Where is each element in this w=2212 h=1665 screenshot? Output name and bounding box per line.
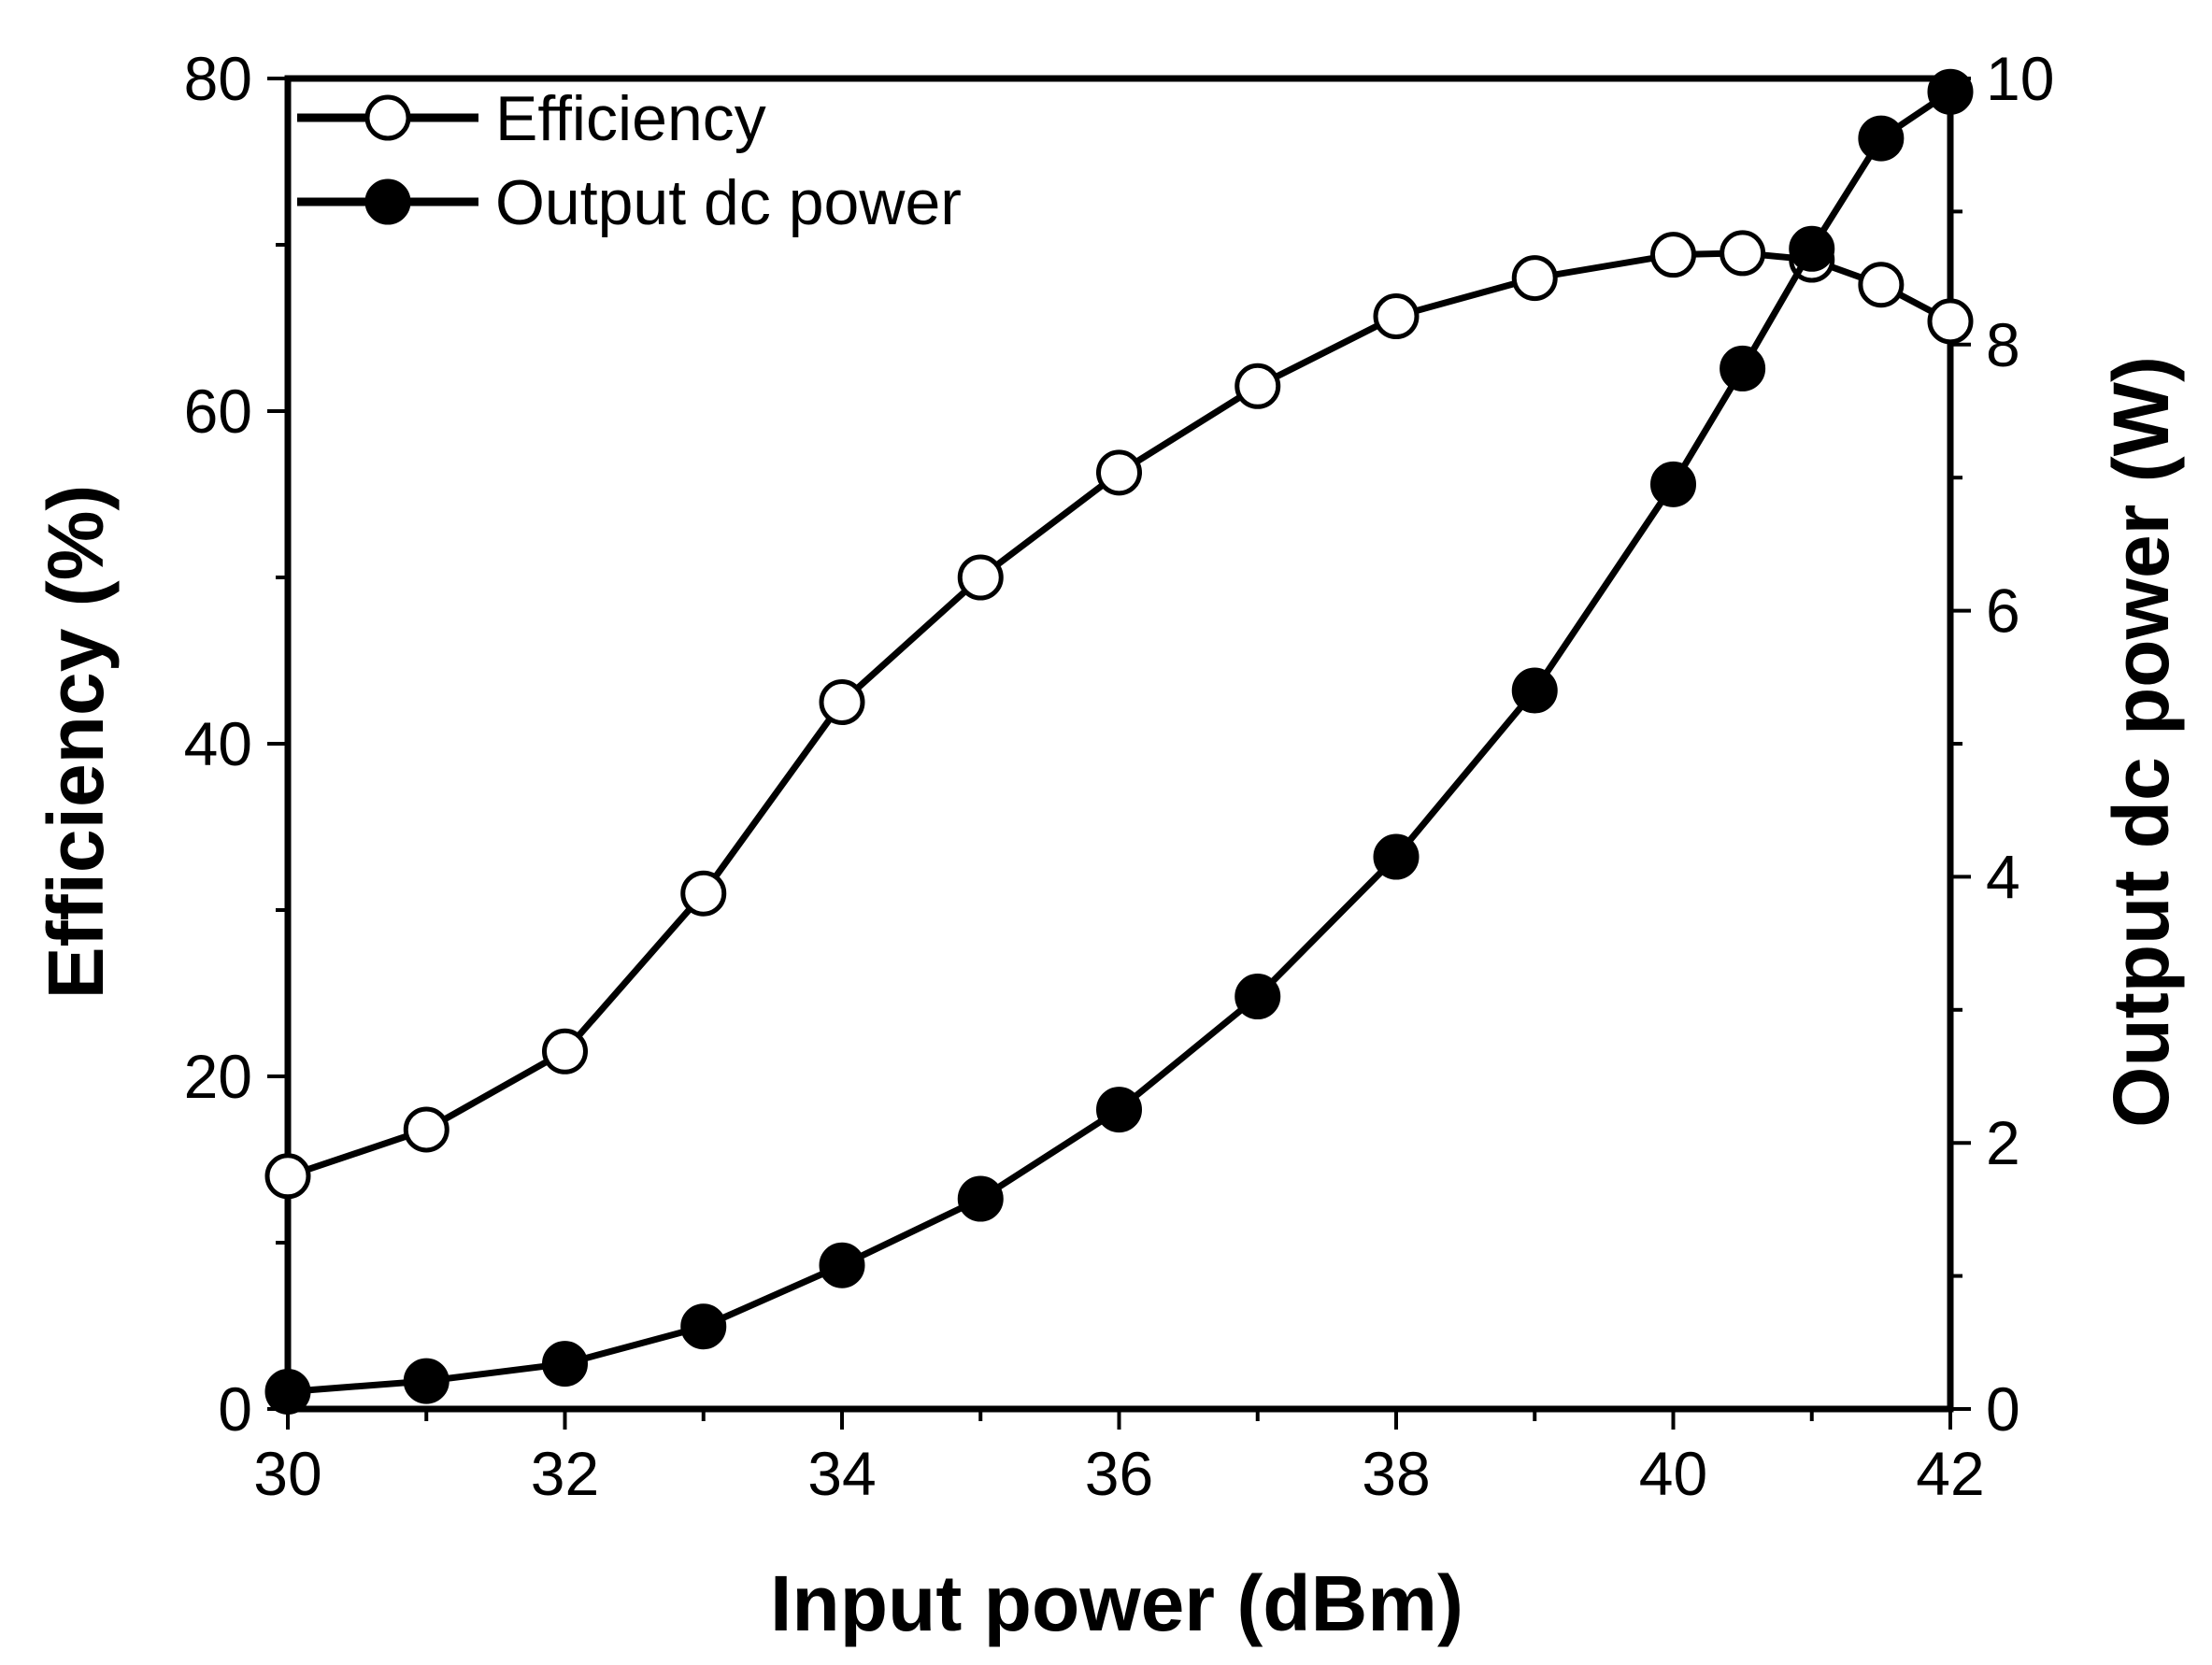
- data-point: [264, 1153, 311, 1200]
- data-point: [680, 1303, 727, 1350]
- data-point: [1650, 232, 1696, 278]
- data-point: [1096, 1087, 1142, 1133]
- plot-frame: [284, 75, 1954, 1413]
- x-tick-label: 42: [1916, 1439, 1984, 1508]
- data-point: [1373, 293, 1420, 340]
- y-left-tick-label: 20: [184, 1042, 252, 1111]
- data-point: [1234, 974, 1281, 1020]
- data-point: [680, 870, 727, 917]
- series-layer: [264, 68, 1974, 1415]
- data-point: [1650, 461, 1696, 507]
- data-point: [1927, 68, 1974, 115]
- data-point: [264, 1368, 311, 1415]
- x-tick-label: 32: [531, 1439, 599, 1508]
- data-point: [819, 1242, 865, 1288]
- data-point: [1373, 833, 1420, 880]
- x-axis-title: Input power (dBm): [770, 1559, 1463, 1647]
- y-left-tick-label: 80: [184, 44, 252, 113]
- legend: Efficiency Output dc power: [297, 83, 962, 238]
- series-efficiency: [264, 230, 1974, 1200]
- data-point: [403, 1358, 450, 1404]
- x-tick-label: 40: [1639, 1439, 1707, 1508]
- data-point: [819, 679, 865, 725]
- series-output-dc-power: [264, 68, 1974, 1415]
- x-tick-label: 30: [253, 1439, 321, 1508]
- data-point: [1720, 345, 1766, 391]
- legend-marker-output-dc-power: [364, 178, 411, 225]
- series-line: [286, 249, 1952, 1180]
- y-right-axis-title: Output dc power (W): [2097, 356, 2185, 1128]
- data-point: [1927, 298, 1974, 345]
- data-point: [1511, 667, 1558, 714]
- y-right-tick-label: 4: [1986, 842, 2020, 911]
- data-point: [1096, 449, 1142, 496]
- series-line: [287, 89, 1952, 1395]
- data-point: [1858, 262, 1905, 308]
- x-tick-label: 36: [1085, 1439, 1153, 1508]
- data-point: [542, 1341, 588, 1388]
- data-point: [403, 1106, 450, 1153]
- y-left-tick-label: 60: [184, 377, 252, 446]
- legend-label-output-dc-power: Output dc power: [495, 167, 962, 238]
- data-point: [1858, 115, 1905, 162]
- y-left-axis-title: Efficiency (%): [32, 485, 120, 1000]
- data-point: [1789, 225, 1835, 272]
- plot-border: [284, 75, 1954, 1413]
- legend-marker-efficiency: [364, 94, 411, 141]
- y-right-tick-label: 2: [1986, 1108, 2020, 1177]
- x-tick-label: 38: [1362, 1439, 1430, 1508]
- y-left-tick-label: 40: [184, 709, 252, 778]
- y-right-tick-label: 10: [1986, 44, 2054, 113]
- data-point: [1234, 363, 1281, 409]
- y-right-tick-label: 8: [1986, 310, 2020, 379]
- data-point: [957, 554, 1004, 601]
- x-tick-label: 34: [807, 1439, 876, 1508]
- data-point: [542, 1028, 588, 1074]
- data-point: [1511, 255, 1558, 302]
- data-point: [1720, 230, 1766, 277]
- legend-label-efficiency: Efficiency: [495, 83, 766, 154]
- y-left-tick-label: 0: [218, 1374, 252, 1444]
- y-right-tick-label: 6: [1986, 576, 2020, 646]
- data-point: [957, 1175, 1004, 1222]
- y-right-tick-label: 0: [1986, 1374, 2020, 1444]
